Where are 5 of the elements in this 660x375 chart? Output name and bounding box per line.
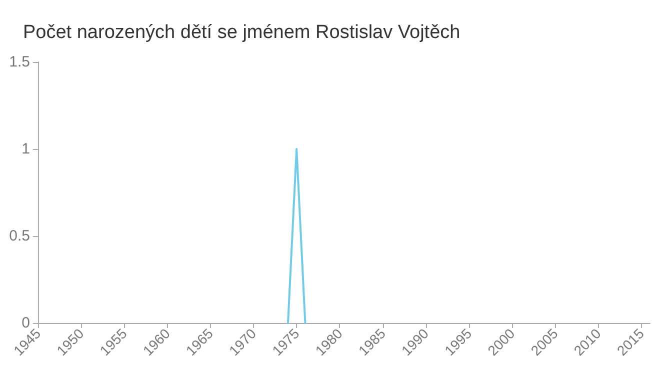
y-tick-label: 1 <box>22 140 30 158</box>
y-tick-label: 1.5 <box>9 54 30 70</box>
y-tick-label: 0 <box>22 314 30 332</box>
y-tick-label: 0.5 <box>9 228 30 244</box>
chart-title: Počet narozených dětí se jménem Rostislav Vojtěch <box>23 22 460 43</box>
